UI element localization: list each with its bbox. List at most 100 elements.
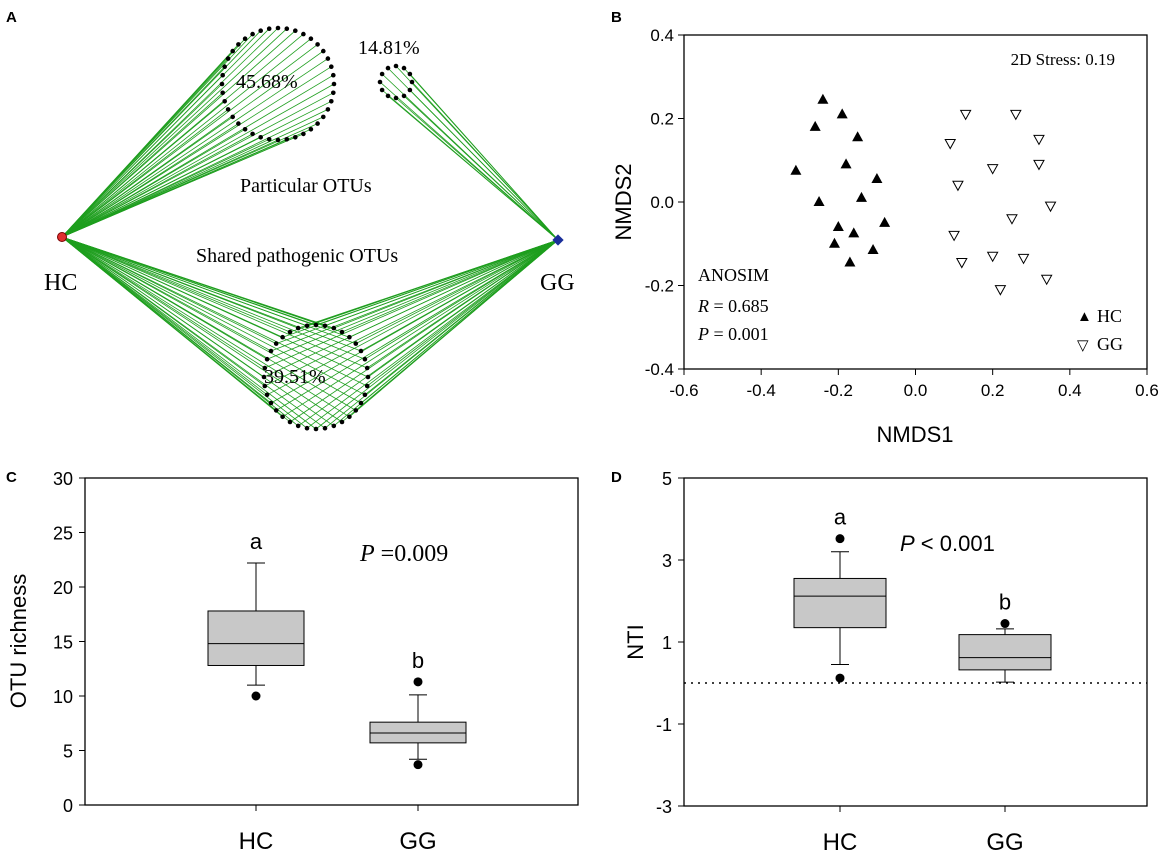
box-iqr bbox=[369, 721, 467, 744]
network-edge bbox=[379, 81, 559, 241]
otu-dot bbox=[293, 28, 298, 33]
significance-letter: a bbox=[250, 529, 263, 554]
network-edge bbox=[61, 28, 270, 238]
otu-dot bbox=[321, 114, 326, 120]
network-edge bbox=[409, 73, 559, 241]
network-edge bbox=[266, 239, 559, 360]
box-gg: b bbox=[369, 648, 467, 770]
axes-d: 5 3 1 -1 -3 HC GG bbox=[656, 469, 1147, 856]
hc-point bbox=[879, 216, 891, 227]
stress-label: 2D Stress: 0.19 bbox=[1011, 50, 1115, 69]
otu-dot bbox=[409, 79, 415, 85]
otu-dot bbox=[407, 71, 413, 77]
anosim-title: ANOSIM bbox=[698, 265, 769, 285]
axes-b: -0.6 -0.4 -0.2 0.0 0.2 0.4 0.6 0.4 0.2 0.0 -0.2 -0.… bbox=[645, 26, 1159, 400]
box-hc: a bbox=[793, 505, 887, 683]
otu-dot bbox=[315, 42, 320, 47]
network-edge bbox=[275, 239, 559, 411]
network-edge bbox=[387, 67, 559, 241]
otu-dot bbox=[347, 414, 352, 420]
box-hc: a bbox=[207, 529, 305, 701]
y-tick-label: 5 bbox=[662, 469, 672, 489]
panel-label-a: A bbox=[6, 9, 17, 26]
otu-dot bbox=[401, 93, 407, 99]
hc-point bbox=[790, 164, 802, 175]
otu-dot bbox=[280, 334, 285, 340]
p-value-c: P =0.009 bbox=[359, 541, 448, 567]
network-edge bbox=[61, 30, 296, 238]
otu-dot bbox=[325, 56, 331, 61]
hc-point bbox=[832, 221, 844, 232]
otu-dot bbox=[308, 127, 314, 132]
network-edge bbox=[282, 239, 559, 418]
otu-dot bbox=[236, 121, 241, 126]
otu-dot bbox=[347, 334, 352, 340]
otu-dot bbox=[362, 392, 368, 398]
network-edge bbox=[61, 133, 253, 238]
otu-dot bbox=[353, 341, 359, 346]
y-axis-label-d: NTI bbox=[623, 624, 648, 659]
network-edge bbox=[61, 38, 312, 238]
percent-hc-particular: 45.68% bbox=[236, 71, 298, 93]
gg-node bbox=[552, 234, 564, 246]
otu-dot bbox=[258, 135, 264, 140]
otu-dot bbox=[315, 121, 320, 126]
network-edge bbox=[61, 236, 317, 430]
otu-dot bbox=[230, 48, 235, 54]
network-edge bbox=[341, 239, 559, 333]
otu-dot bbox=[362, 356, 368, 362]
network-edge bbox=[360, 239, 559, 352]
y-tick-label: 1 bbox=[662, 633, 672, 653]
otu-dot bbox=[358, 348, 364, 354]
otu-dot bbox=[331, 325, 337, 331]
y-tick-label: 5 bbox=[63, 742, 73, 762]
otu-dot bbox=[262, 383, 268, 389]
node-label-gg: GG bbox=[540, 270, 575, 296]
x-tick-label-b: -0.4 bbox=[747, 381, 776, 400]
gg-point bbox=[1033, 134, 1045, 146]
y-tick-label: 20 bbox=[53, 578, 73, 598]
y-tick-label-b: 0.2 bbox=[650, 110, 674, 129]
otu-dot bbox=[322, 323, 328, 329]
otu-dot bbox=[321, 48, 326, 54]
network-edge bbox=[61, 74, 334, 238]
otu-dot bbox=[264, 392, 270, 398]
network-edge bbox=[264, 239, 559, 387]
network-edge bbox=[395, 65, 559, 241]
network-edge bbox=[61, 236, 362, 352]
network-edge bbox=[61, 236, 343, 333]
gg-point bbox=[1009, 109, 1022, 121]
network-edge bbox=[61, 33, 304, 238]
gg-point bbox=[1040, 274, 1053, 286]
node-label-hc: HC bbox=[44, 270, 77, 296]
network-edge bbox=[349, 239, 559, 338]
network-edge bbox=[264, 239, 559, 369]
x-tick-label-b: 0.6 bbox=[1135, 381, 1159, 400]
hc-point bbox=[836, 108, 848, 119]
gg-point bbox=[1017, 253, 1030, 265]
hc-point bbox=[867, 244, 879, 255]
x-tick-label-b: 0.2 bbox=[981, 381, 1005, 400]
percent-gg-particular: 14.81% bbox=[358, 37, 420, 59]
x-tick-label: GG bbox=[399, 828, 436, 855]
outlier-point bbox=[413, 677, 423, 687]
otu-dot bbox=[407, 87, 413, 93]
gg-point bbox=[959, 109, 972, 121]
otu-dot bbox=[365, 374, 371, 380]
otu-dot bbox=[261, 374, 267, 380]
network-edge bbox=[61, 236, 350, 418]
network-edge bbox=[315, 239, 559, 326]
legend-label-gg: GG bbox=[1097, 334, 1123, 354]
otu-dot bbox=[242, 127, 248, 132]
hc-point bbox=[848, 227, 860, 238]
y-tick-label-b: -0.2 bbox=[645, 277, 674, 296]
network-edge bbox=[366, 239, 559, 369]
otu-dot bbox=[219, 81, 225, 87]
network-edge bbox=[61, 236, 350, 338]
network-edge bbox=[61, 236, 366, 360]
otu-dot bbox=[322, 425, 328, 431]
network-edge bbox=[333, 239, 559, 329]
otu-dot bbox=[222, 64, 227, 69]
otu-dot bbox=[275, 137, 281, 143]
boxes-c: ab bbox=[207, 529, 467, 770]
